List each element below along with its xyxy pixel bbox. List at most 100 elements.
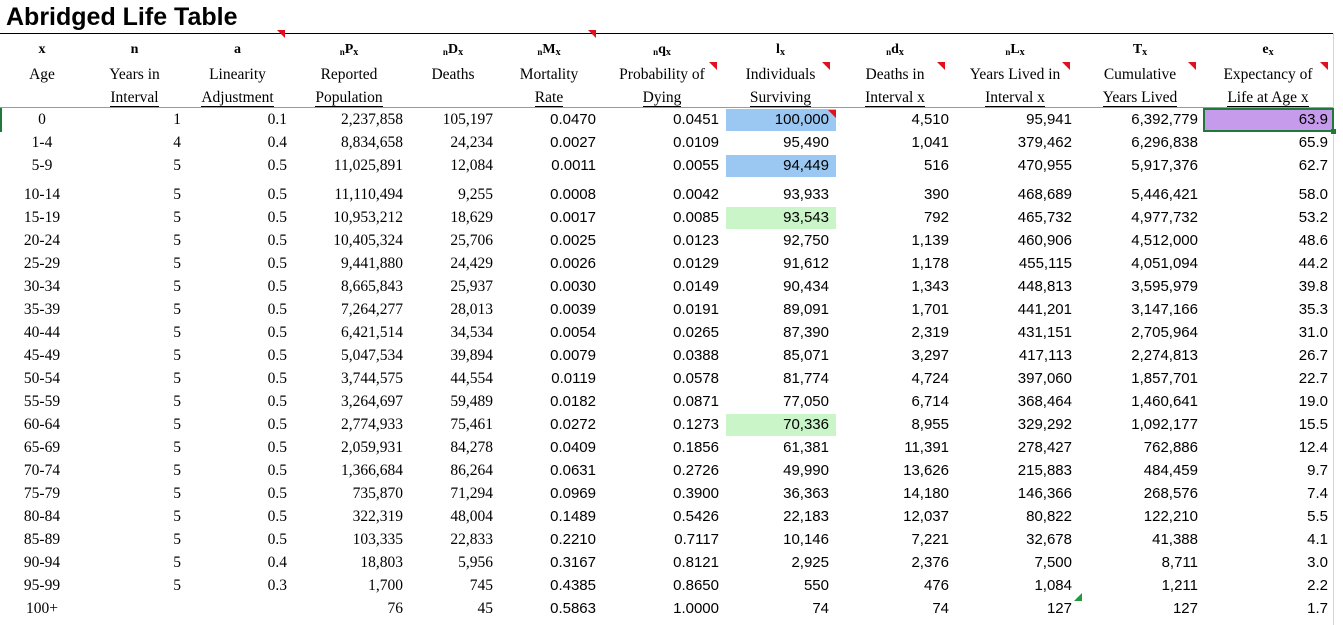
cell-deaths-in-interval[interactable]: 1,178 [911,255,949,272]
cell-linearity-adjustment[interactable]: 0.5 [267,232,287,249]
cell-years-in-interval[interactable]: 5 [173,485,181,502]
cell-probability-of-dying[interactable]: 0.0388 [673,347,719,364]
cell-deaths-in-interval[interactable]: 792 [923,209,949,226]
cell-years-lived-in-interval[interactable]: 431,151 [1017,324,1072,341]
cell-reported-population[interactable]: 2,059,931 [341,439,403,456]
cell-individuals-surviving[interactable]: 93,933 [783,186,829,203]
cell-reported-population[interactable]: 76 [387,600,404,617]
cell-mortality-rate[interactable]: 0.0025 [550,232,596,249]
cell-linearity-adjustment[interactable]: 0.5 [267,255,287,272]
cell-individuals-surviving[interactable]: 74 [812,600,829,617]
cell-probability-of-dying[interactable]: 0.0042 [673,186,719,203]
cell-life-expectancy[interactable]: 19.0 [1298,393,1328,410]
cell-mortality-rate[interactable]: 0.0027 [550,134,596,151]
cell-years-lived-in-interval[interactable]: 329,292 [1017,416,1072,433]
cell-deaths[interactable]: 71,294 [450,485,493,502]
cell-deaths[interactable]: 25,937 [450,278,493,295]
cell-probability-of-dying[interactable]: 0.1273 [673,416,719,433]
cell-deaths-in-interval[interactable]: 516 [923,157,949,174]
cell-linearity-adjustment[interactable]: 0.5 [267,462,287,479]
cell-individuals-surviving[interactable]: 49,990 [783,462,829,479]
cell-deaths[interactable]: 84,278 [450,439,493,456]
cell-mortality-rate[interactable]: 0.2210 [550,531,596,548]
cell-age[interactable]: 25-29 [23,255,61,272]
cell-deaths-in-interval[interactable]: 11,391 [904,439,949,456]
cell-age[interactable]: 85-89 [23,531,61,548]
cell-individuals-surviving[interactable]: 10,146 [783,531,829,548]
cell-deaths[interactable]: 5,956 [458,554,493,571]
cell-age[interactable]: 70-74 [23,462,61,479]
cell-cumulative-years-lived[interactable]: 762,886 [1143,439,1198,456]
cell-individuals-surviving[interactable]: 85,071 [783,347,829,364]
cell-individuals-surviving[interactable]: 94,449 [783,157,829,174]
cell-linearity-adjustment[interactable]: 0.5 [267,209,287,226]
cell-years-in-interval[interactable]: 5 [173,370,181,387]
cell-probability-of-dying[interactable]: 0.0129 [673,255,719,272]
cell-years-in-interval[interactable]: 5 [173,347,181,364]
cell-individuals-surviving[interactable]: 77,050 [783,393,829,410]
cell-years-in-interval[interactable]: 5 [173,324,181,341]
cell-linearity-adjustment[interactable]: 0.5 [267,347,287,364]
cell-deaths-in-interval[interactable]: 4,510 [911,111,949,128]
cell-years-lived-in-interval[interactable]: 127 [1046,600,1072,617]
cell-deaths[interactable]: 105,197 [442,111,493,128]
cell-cumulative-years-lived[interactable]: 2,274,813 [1131,347,1198,364]
cell-years-lived-in-interval[interactable]: 448,813 [1017,278,1072,295]
cell-probability-of-dying[interactable]: 0.0149 [673,278,719,295]
cell-years-lived-in-interval[interactable]: 215,883 [1017,462,1072,479]
cell-life-expectancy[interactable]: 9.7 [1307,462,1328,479]
cell-probability-of-dying[interactable]: 0.0191 [673,301,719,318]
cell-years-lived-in-interval[interactable]: 460,906 [1017,232,1072,249]
cell-deaths-in-interval[interactable]: 390 [923,186,949,203]
cell-probability-of-dying[interactable]: 0.5426 [673,508,719,525]
cell-years-in-interval[interactable]: 5 [173,462,181,479]
cell-individuals-surviving[interactable]: 550 [803,577,829,594]
cell-age[interactable]: 95-99 [23,577,61,594]
cell-deaths[interactable]: 18,629 [450,209,493,226]
active-cell-selection[interactable] [1203,108,1334,132]
cell-deaths-in-interval[interactable]: 1,701 [911,301,949,318]
cell-linearity-adjustment[interactable]: 0.5 [267,324,287,341]
cell-mortality-rate[interactable]: 0.0182 [550,393,596,410]
cell-linearity-adjustment[interactable]: 0.5 [267,186,287,203]
cell-deaths[interactable]: 25,706 [450,232,493,249]
cell-life-expectancy[interactable]: 44.2 [1298,255,1328,272]
cell-years-lived-in-interval[interactable]: 470,955 [1017,157,1072,174]
cell-cumulative-years-lived[interactable]: 484,459 [1143,462,1198,479]
cell-years-in-interval[interactable]: 5 [173,255,181,272]
cell-linearity-adjustment[interactable]: 0.5 [267,370,287,387]
cell-reported-population[interactable]: 6,421,514 [341,324,403,341]
cell-age[interactable]: 5-9 [31,157,53,174]
cell-age[interactable]: 35-39 [23,301,61,318]
cell-life-expectancy[interactable]: 39.8 [1298,278,1328,295]
cell-life-expectancy[interactable]: 65.9 [1298,134,1328,151]
cell-life-expectancy[interactable]: 1.7 [1307,600,1328,617]
cell-cumulative-years-lived[interactable]: 3,147,166 [1131,301,1198,318]
cell-cumulative-years-lived[interactable]: 5,446,421 [1131,186,1198,203]
cell-mortality-rate[interactable]: 0.0631 [550,462,596,479]
cell-age[interactable]: 55-59 [23,393,61,410]
cell-life-expectancy[interactable]: 53.2 [1298,209,1328,226]
cell-life-expectancy[interactable]: 63.9 [1298,111,1328,128]
cell-cumulative-years-lived[interactable]: 6,392,779 [1131,111,1198,128]
cell-years-in-interval[interactable]: 4 [173,134,181,151]
cell-probability-of-dying[interactable]: 0.8121 [673,554,719,571]
cell-deaths[interactable]: 86,264 [450,462,493,479]
cell-deaths-in-interval[interactable]: 1,041 [911,134,949,151]
cell-life-expectancy[interactable]: 15.5 [1298,416,1328,433]
cell-years-in-interval[interactable]: 5 [173,508,181,525]
cell-probability-of-dying[interactable]: 1.0000 [673,600,719,617]
cell-life-expectancy[interactable]: 58.0 [1298,186,1328,203]
cell-mortality-rate[interactable]: 0.0272 [550,416,596,433]
cell-age[interactable]: 75-79 [23,485,61,502]
cell-years-lived-in-interval[interactable]: 146,366 [1017,485,1072,502]
comment-indicator[interactable] [709,62,717,70]
selection-fill-handle[interactable] [1331,129,1336,134]
comment-indicator[interactable] [588,30,596,38]
cell-age[interactable]: 60-64 [23,416,61,433]
cell-life-expectancy[interactable]: 62.7 [1298,157,1328,174]
cell-mortality-rate[interactable]: 0.0008 [550,186,596,203]
cell-probability-of-dying[interactable]: 0.8650 [673,577,719,594]
cell-reported-population[interactable]: 11,025,891 [333,157,403,174]
cell-deaths[interactable]: 24,429 [450,255,493,272]
